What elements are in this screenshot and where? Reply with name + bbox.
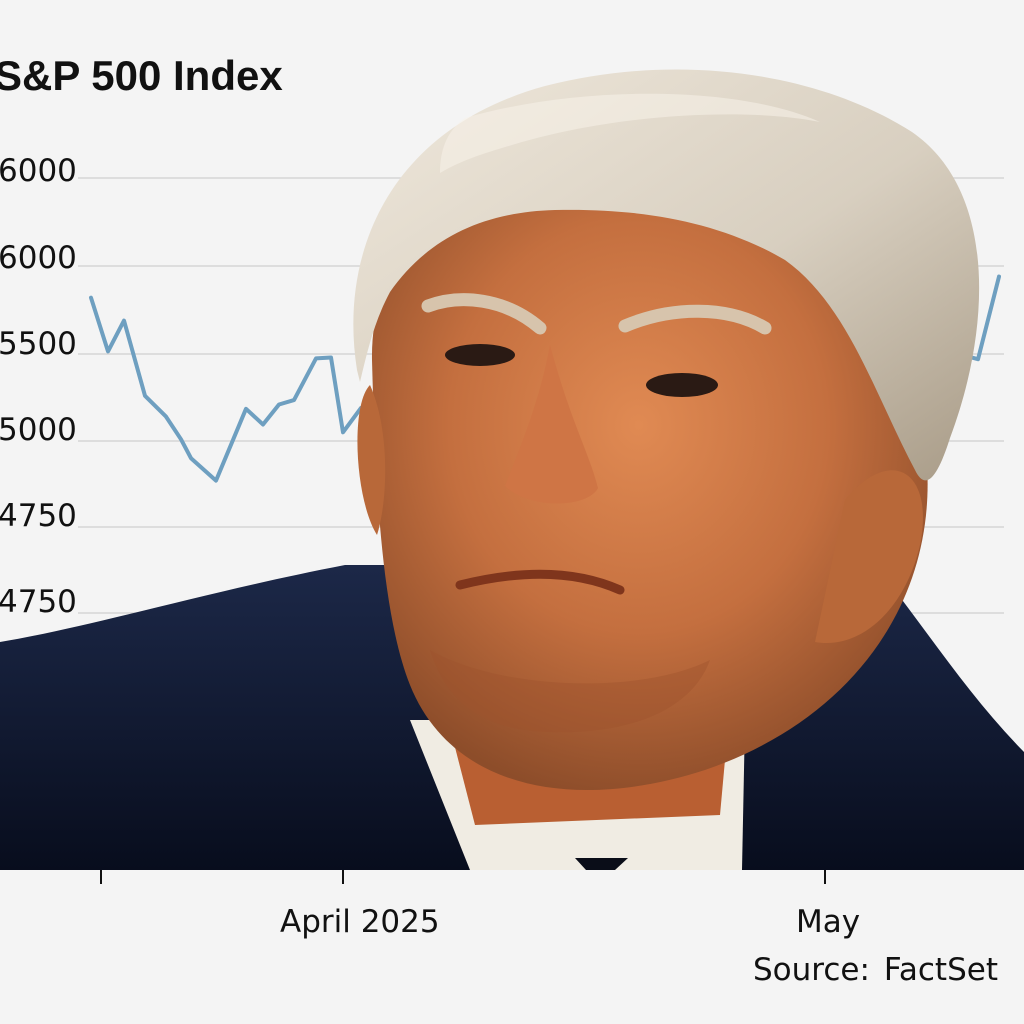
y-tick-label: 5000 — [0, 412, 77, 448]
source-credit: Source: FactSet — [753, 952, 998, 988]
x-tick-label: May — [796, 904, 860, 940]
y-tick-label: 4750 — [0, 584, 77, 620]
y-axis-labels: 6000 6000 5500 5000 4750 4750 — [0, 153, 77, 620]
y-tick-label: 6000 — [0, 240, 77, 276]
face — [371, 182, 928, 791]
right-ear — [815, 470, 923, 644]
y-tick-label: 5500 — [0, 326, 77, 362]
x-axis-labels: April 2025 May — [280, 904, 860, 940]
x-tick-label: April 2025 — [280, 904, 440, 940]
hair — [353, 69, 980, 481]
y-tick-label: 4750 — [0, 498, 77, 534]
x-axis-ticks — [100, 870, 826, 884]
left-eyebrow — [421, 293, 547, 335]
left-ear — [357, 385, 386, 535]
y-tick-label: 6000 — [0, 153, 77, 189]
tie-knot — [575, 858, 628, 870]
chin-shadow — [430, 650, 710, 733]
nose — [505, 345, 598, 504]
right-eye — [646, 373, 718, 397]
chart-title: S&P 500 Index — [0, 52, 283, 99]
left-eye — [445, 344, 515, 366]
mouth — [455, 569, 625, 595]
person-photo — [0, 69, 1024, 870]
hair-highlight — [440, 93, 820, 173]
source-name: FactSet — [883, 952, 998, 988]
right-eyebrow — [618, 304, 772, 335]
source-label: Source: — [752, 952, 870, 988]
